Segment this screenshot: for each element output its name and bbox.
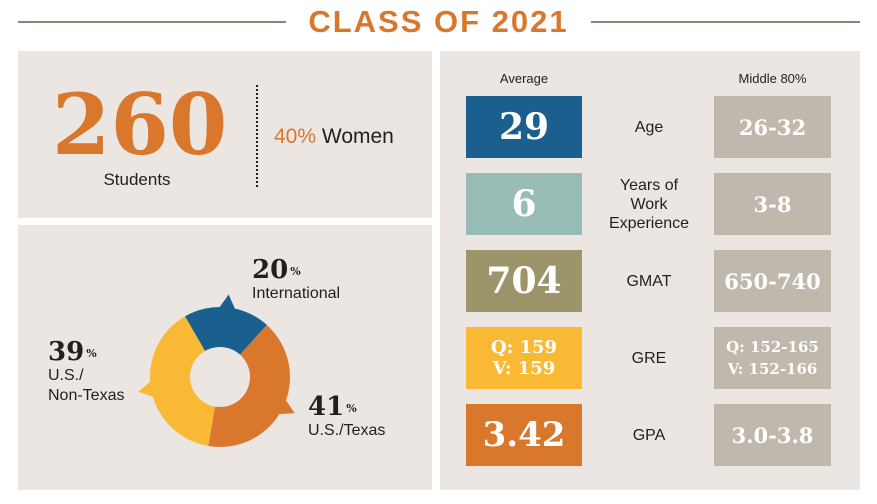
students-panel [18,51,432,218]
non-texas-label-line2: Non-Texas [48,387,125,404]
label-non-texas: 39% U.S./ Non-Texas [48,338,124,406]
segment-non-texas [150,316,220,447]
gmat-middle: 650-740 [714,250,831,312]
gre-label: GRE [631,349,667,367]
segment-international [185,307,267,377]
women-stat: 40% Women [274,124,394,150]
dotted-divider [256,85,258,187]
gre-middle-quant: Q: 152-165 [726,338,819,356]
segment-texas-pointer [276,398,295,415]
donut-hole [190,347,250,407]
work-exp-average: 6 [466,173,582,235]
gre-average: Q: 159 V: 159 [466,327,582,389]
texas-percent: 41% [308,392,357,422]
work-exp-label-line1: Years of [619,176,679,194]
segment-non-texas-pointer [138,380,156,398]
women-percent: 40% [274,125,317,148]
gmat-label: GMAT [626,272,672,290]
international-percent: 20% [252,255,301,285]
segment-international-pointer [218,294,236,311]
women-label: Women [321,125,394,148]
non-texas-label-line1: U.S./ [48,367,84,384]
gre-middle: Q: 152-165 V: 152-166 [714,327,831,389]
segment-texas [208,324,290,447]
non-texas-percent: 39% [48,337,97,367]
work-exp-label-line2: Work [630,195,668,213]
gre-middle-verbal: V: 152-166 [727,360,818,378]
age-average: 29 [466,96,582,158]
gpa-average: 3.42 [466,404,582,466]
header-rule-left [18,21,286,23]
work-exp-label: Years of Work Experience [590,173,708,235]
origin-donut-chart [138,294,295,447]
label-international: 20% International [252,256,340,304]
gpa-label: GPA [632,426,666,444]
work-exp-middle: 3-8 [714,173,831,235]
age-label: Age [634,118,664,136]
header-rule-right [591,21,860,23]
gpa-middle: 3.0-3.8 [714,404,831,466]
texas-label: U.S./Texas [308,422,386,439]
work-exp-label-line3: Experience [608,214,690,232]
age-middle: 26-32 [714,96,831,158]
student-count: 260 [52,75,228,174]
gmat-average: 704 [466,250,582,312]
average-header: Average [499,71,549,86]
gre-average-quant: Q: 159 [490,337,558,358]
middle-header: Middle 80% [738,71,807,86]
label-texas: 41% U.S./Texas [308,393,385,441]
page-title: CLASS OF 2021 [308,4,569,39]
students-label: Students [103,170,171,189]
gre-average-verbal: V: 159 [492,358,556,379]
international-label: International [252,285,341,302]
